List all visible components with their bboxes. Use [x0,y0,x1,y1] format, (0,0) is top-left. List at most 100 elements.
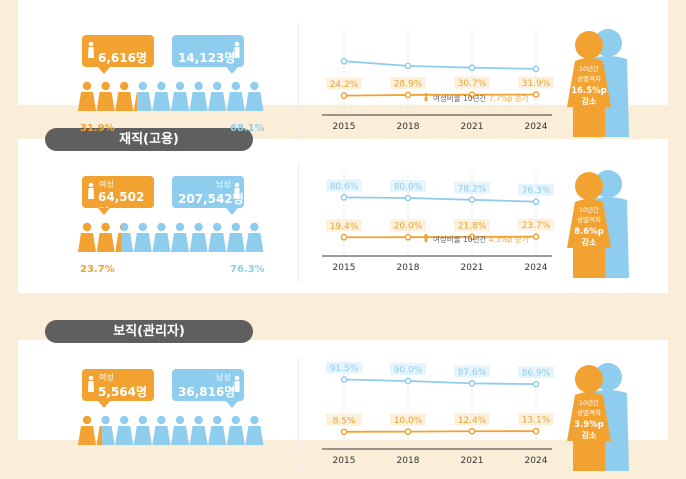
data-label: 8.5% [333,416,356,426]
x-tick-label: 2015 [333,263,356,273]
male-icon [234,41,240,59]
data-point [340,92,348,99]
data-label-bg [454,413,490,426]
trend-line-chart: 2015 2018 2021 2024 80.6% 80.0% 78.2% 76.3% 19.4… [322,172,554,273]
x-tick-label: 2024 [525,456,548,466]
gender-ratio-pictogram [78,222,264,252]
trend-note-prefix: 여성비율 10년간 [433,234,489,244]
section-heading-management: 보직(관리자) [45,320,253,343]
person-icon [226,415,245,445]
data-label: 76.3% [522,186,551,196]
data-label-bg [390,180,426,192]
data-label-bg [518,183,554,196]
data-label: 87.6% [458,368,487,378]
data-point [532,91,540,98]
person-icon [226,81,245,111]
data-label: 91.5% [330,364,359,374]
male-series-line [343,196,537,203]
x-tick-label: 2015 [333,122,356,132]
male-label: 남성 [216,180,231,189]
male-count-bubble: 남성 207,542명 [172,176,244,215]
male-count: 36,816명 [178,385,236,399]
data-label-bg [518,413,554,426]
data-label: 86.9% [522,369,551,379]
data-label-bg [326,413,362,426]
data-label: 80.0% [394,183,423,193]
trend-note: 여성비율 10년간 7.7%p 증가 [424,92,529,103]
data-label: 78.2% [458,184,487,194]
data-label-bg [326,361,362,374]
female-icon [88,182,94,200]
badge-line4: 감소 [582,237,597,247]
badge-line1: 10년간 [579,205,599,214]
person-icon [115,81,134,111]
female-count: 64,502명 [98,190,145,220]
data-point [532,198,540,206]
data-point [468,64,476,72]
data-point [404,233,412,241]
data-point [532,380,540,388]
person-icon [133,81,152,111]
female-percent: 23.7% [80,264,115,275]
person-icon [96,415,115,445]
x-tick-label: 2018 [397,263,420,273]
person-icon [115,222,134,252]
section-divider [298,357,299,475]
data-point [468,233,476,241]
data-label: 28.9% [394,79,423,89]
badge-value: 3.9%p [574,420,604,430]
data-label-bg [390,219,426,232]
trend-line-chart: 2015 2018 2021 2024 91.5% 90.0% 87.6% 86.9% 8.5%… [322,361,554,466]
data-label: 90.0% [394,366,423,376]
data-label-bg [454,218,490,231]
data-point [340,233,348,241]
data-label-bg [390,413,426,426]
data-point [340,57,348,65]
data-point [468,427,476,435]
person-icon [96,222,115,252]
gender-ratio-pictogram [78,415,264,445]
data-label: 13.1% [522,416,551,426]
male-label: 남성 [216,373,231,382]
trend-note-prefix: 여성비율 10년간 [433,93,489,103]
person-icon [171,222,189,252]
female-series-line [343,235,537,239]
person-icon [208,222,227,252]
badge-line4: 감소 [582,430,597,440]
data-label-bg [390,76,426,89]
data-point [468,91,476,99]
female-count-bubble: 여성 64,502명 [82,176,154,220]
x-tick-label: 2021 [461,263,484,273]
data-point [532,427,540,435]
person-icon [208,81,227,111]
male-icon [234,375,240,393]
data-point [340,428,348,436]
data-point [404,91,412,99]
person-icon [189,81,208,111]
trend-note-text: 여성비율 10년간 4.3%p 증가 [433,234,529,244]
person-icon [78,81,96,111]
data-point [532,65,540,73]
person-icon [189,222,208,252]
badge-value: 16.5%p [571,86,607,96]
data-point [468,380,476,387]
badge-value: 8.6%p [574,227,604,237]
female-bubble-tail [98,208,110,215]
badge-line1: 10년간 [579,64,599,73]
data-label: 10.0% [394,416,423,426]
data-label-bg [518,76,554,89]
gender-ratio-pictogram [78,81,264,111]
person-icon [245,81,264,111]
badge-line2: 성별격차 [577,408,601,417]
trend-note-value: 7.7%p 증가 [489,94,529,103]
person-icon [171,81,189,111]
female-label: 여성 [99,180,114,189]
badge-line2: 성별격차 [577,215,601,224]
data-label-bg [454,365,490,378]
badge-line1: 10년간 [579,398,599,407]
person-icon [245,415,264,445]
female-icon [88,375,94,393]
person-icon [189,415,208,445]
person-icon [152,222,171,252]
